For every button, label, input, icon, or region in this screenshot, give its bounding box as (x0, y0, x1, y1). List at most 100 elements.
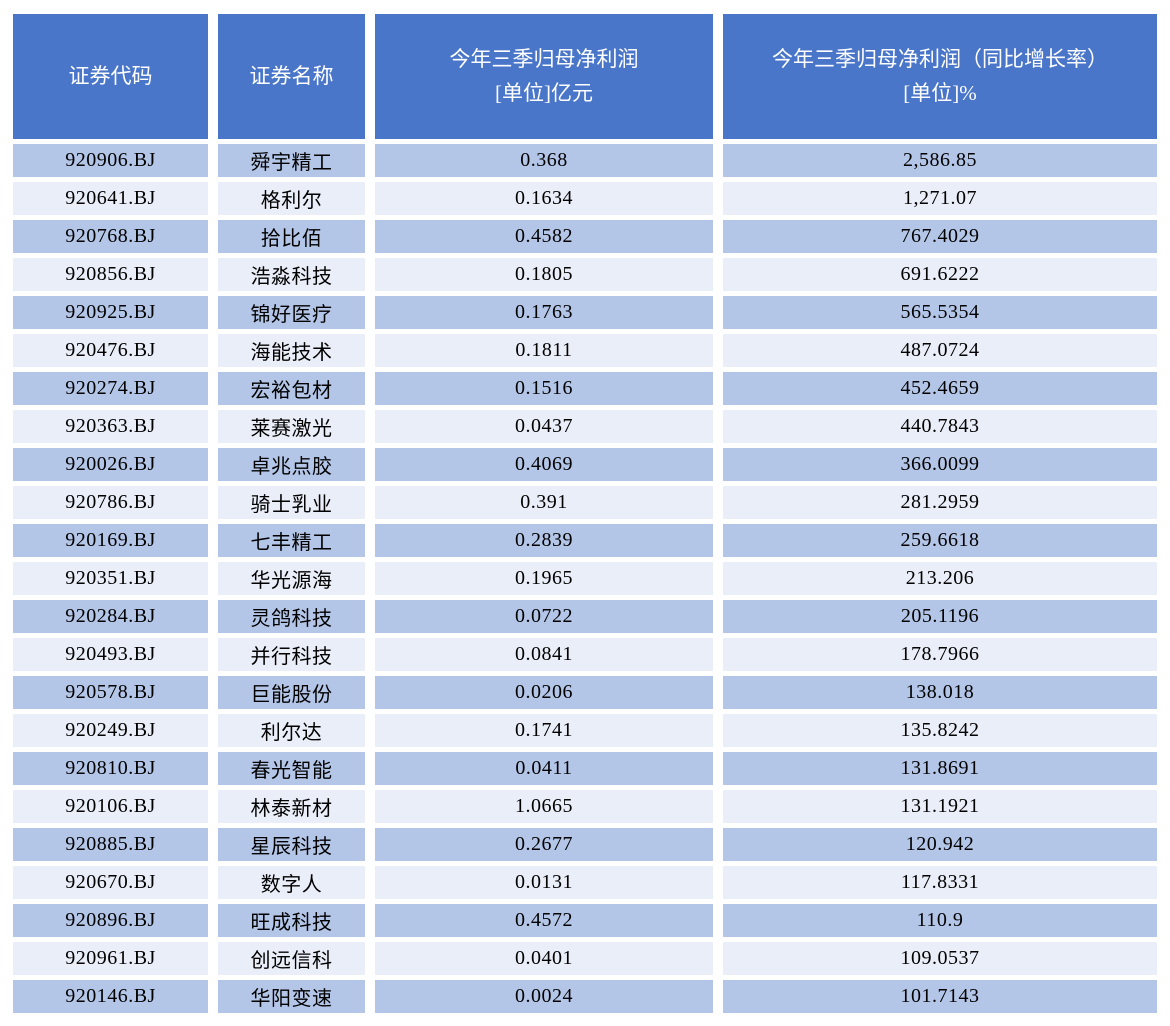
header-security-name: 证券名称 (218, 14, 365, 139)
cell-security-code: 920169.BJ (13, 524, 208, 557)
cell-growth-rate: 440.7843 (723, 410, 1157, 443)
header-security-code: 证券代码 (13, 14, 208, 139)
cell-net-profit: 0.0131 (375, 866, 713, 899)
cell-growth-rate: 487.0724 (723, 334, 1157, 367)
cell-growth-rate: 691.6222 (723, 258, 1157, 291)
cell-security-code: 920786.BJ (13, 486, 208, 519)
cell-security-name: 宏裕包材 (218, 372, 365, 405)
cell-growth-rate: 452.4659 (723, 372, 1157, 405)
cell-security-code: 920961.BJ (13, 942, 208, 975)
cell-security-name: 海能技术 (218, 334, 365, 367)
cell-net-profit: 1.0665 (375, 790, 713, 823)
cell-security-code: 920274.BJ (13, 372, 208, 405)
cell-security-code: 920284.BJ (13, 600, 208, 633)
cell-security-code: 920896.BJ (13, 904, 208, 937)
cell-growth-rate: 131.8691 (723, 752, 1157, 785)
cell-security-code: 920026.BJ (13, 448, 208, 481)
cell-security-code: 920906.BJ (13, 144, 208, 177)
cell-growth-rate: 1,271.07 (723, 182, 1157, 215)
cell-security-name: 骑士乳业 (218, 486, 365, 519)
cell-security-name: 数字人 (218, 866, 365, 899)
cell-growth-rate: 213.206 (723, 562, 1157, 595)
cell-security-name: 舜宇精工 (218, 144, 365, 177)
table-row: 920169.BJ 七丰精工 0.2839 259.6618 (13, 524, 1157, 557)
cell-net-profit: 0.0722 (375, 600, 713, 633)
cell-net-profit: 0.4582 (375, 220, 713, 253)
cell-security-code: 920856.BJ (13, 258, 208, 291)
header-net-profit-label: 今年三季归母净利润 (449, 46, 639, 71)
table-row: 920284.BJ 灵鸽科技 0.0722 205.1196 (13, 600, 1157, 633)
cell-security-code: 920768.BJ (13, 220, 208, 253)
cell-security-code: 920493.BJ (13, 638, 208, 671)
header-net-profit: 今年三季归母净利润 [单位]亿元 (375, 14, 713, 139)
cell-net-profit: 0.0401 (375, 942, 713, 975)
cell-growth-rate: 120.942 (723, 828, 1157, 861)
cell-net-profit: 0.1811 (375, 334, 713, 367)
cell-security-code: 920810.BJ (13, 752, 208, 785)
cell-security-name: 拾比佰 (218, 220, 365, 253)
table-row: 920026.BJ 卓兆点胶 0.4069 366.0099 (13, 448, 1157, 481)
cell-net-profit: 0.0024 (375, 980, 713, 1013)
cell-growth-rate: 110.9 (723, 904, 1157, 937)
cell-security-name: 创远信科 (218, 942, 365, 975)
header-growth-rate-unit: [单位]% (903, 80, 977, 105)
cell-security-code: 920641.BJ (13, 182, 208, 215)
cell-security-name: 华光源海 (218, 562, 365, 595)
cell-security-code: 920925.BJ (13, 296, 208, 329)
cell-security-code: 920363.BJ (13, 410, 208, 443)
cell-growth-rate: 281.2959 (723, 486, 1157, 519)
cell-net-profit: 0.4069 (375, 448, 713, 481)
cell-security-name: 并行科技 (218, 638, 365, 671)
cell-growth-rate: 101.7143 (723, 980, 1157, 1013)
table-row: 920961.BJ 创远信科 0.0401 109.0537 (13, 942, 1157, 975)
cell-security-name: 华阳变速 (218, 980, 365, 1013)
table-row: 920896.BJ 旺成科技 0.4572 110.9 (13, 904, 1157, 937)
cell-security-code: 920146.BJ (13, 980, 208, 1013)
header-growth-rate-label: 今年三季归母净利润（同比增长率） (772, 46, 1108, 71)
cell-security-code: 920476.BJ (13, 334, 208, 367)
table-row: 920578.BJ 巨能股份 0.0206 138.018 (13, 676, 1157, 709)
cell-security-code: 920670.BJ (13, 866, 208, 899)
cell-security-code: 920578.BJ (13, 676, 208, 709)
cell-net-profit: 0.2677 (375, 828, 713, 861)
table-row: 920768.BJ 拾比佰 0.4582 767.4029 (13, 220, 1157, 253)
cell-security-name: 巨能股份 (218, 676, 365, 709)
cell-security-code: 920249.BJ (13, 714, 208, 747)
header-security-name-label: 证券名称 (249, 63, 334, 88)
cell-security-name: 卓兆点胶 (218, 448, 365, 481)
financial-table: 证券代码 证券名称 今年三季归母净利润 [单位]亿元 今年三季归母净利润（同比增… (3, 9, 1167, 1018)
cell-net-profit: 0.1805 (375, 258, 713, 291)
cell-net-profit: 0.1763 (375, 296, 713, 329)
cell-security-name: 林泰新材 (218, 790, 365, 823)
table-row: 920670.BJ 数字人 0.0131 117.8331 (13, 866, 1157, 899)
header-security-code-label: 证券代码 (68, 63, 153, 88)
cell-growth-rate: 138.018 (723, 676, 1157, 709)
cell-security-name: 格利尔 (218, 182, 365, 215)
cell-growth-rate: 178.7966 (723, 638, 1157, 671)
table-row: 920906.BJ 舜宇精工 0.368 2,586.85 (13, 144, 1157, 177)
table-row: 920856.BJ 浩淼科技 0.1805 691.6222 (13, 258, 1157, 291)
cell-net-profit: 0.1634 (375, 182, 713, 215)
cell-security-name: 星辰科技 (218, 828, 365, 861)
cell-security-name: 利尔达 (218, 714, 365, 747)
table-row: 920106.BJ 林泰新材 1.0665 131.1921 (13, 790, 1157, 823)
cell-net-profit: 0.0841 (375, 638, 713, 671)
cell-security-name: 浩淼科技 (218, 258, 365, 291)
cell-net-profit: 0.1741 (375, 714, 713, 747)
header-growth-rate: 今年三季归母净利润（同比增长率） [单位]% (723, 14, 1157, 139)
header-net-profit-unit: [单位]亿元 (495, 80, 593, 105)
header-row: 证券代码 证券名称 今年三季归母净利润 [单位]亿元 今年三季归母净利润（同比增… (13, 14, 1157, 139)
cell-growth-rate: 2,586.85 (723, 144, 1157, 177)
cell-growth-rate: 767.4029 (723, 220, 1157, 253)
table-row: 920274.BJ 宏裕包材 0.1516 452.4659 (13, 372, 1157, 405)
cell-growth-rate: 366.0099 (723, 448, 1157, 481)
cell-growth-rate: 565.5354 (723, 296, 1157, 329)
table-row: 920925.BJ 锦好医疗 0.1763 565.5354 (13, 296, 1157, 329)
cell-security-name: 莱赛激光 (218, 410, 365, 443)
cell-net-profit: 0.0206 (375, 676, 713, 709)
table-row: 920146.BJ 华阳变速 0.0024 101.7143 (13, 980, 1157, 1013)
cell-growth-rate: 205.1196 (723, 600, 1157, 633)
cell-security-code: 920106.BJ (13, 790, 208, 823)
cell-net-profit: 0.0437 (375, 410, 713, 443)
table-row: 920363.BJ 莱赛激光 0.0437 440.7843 (13, 410, 1157, 443)
